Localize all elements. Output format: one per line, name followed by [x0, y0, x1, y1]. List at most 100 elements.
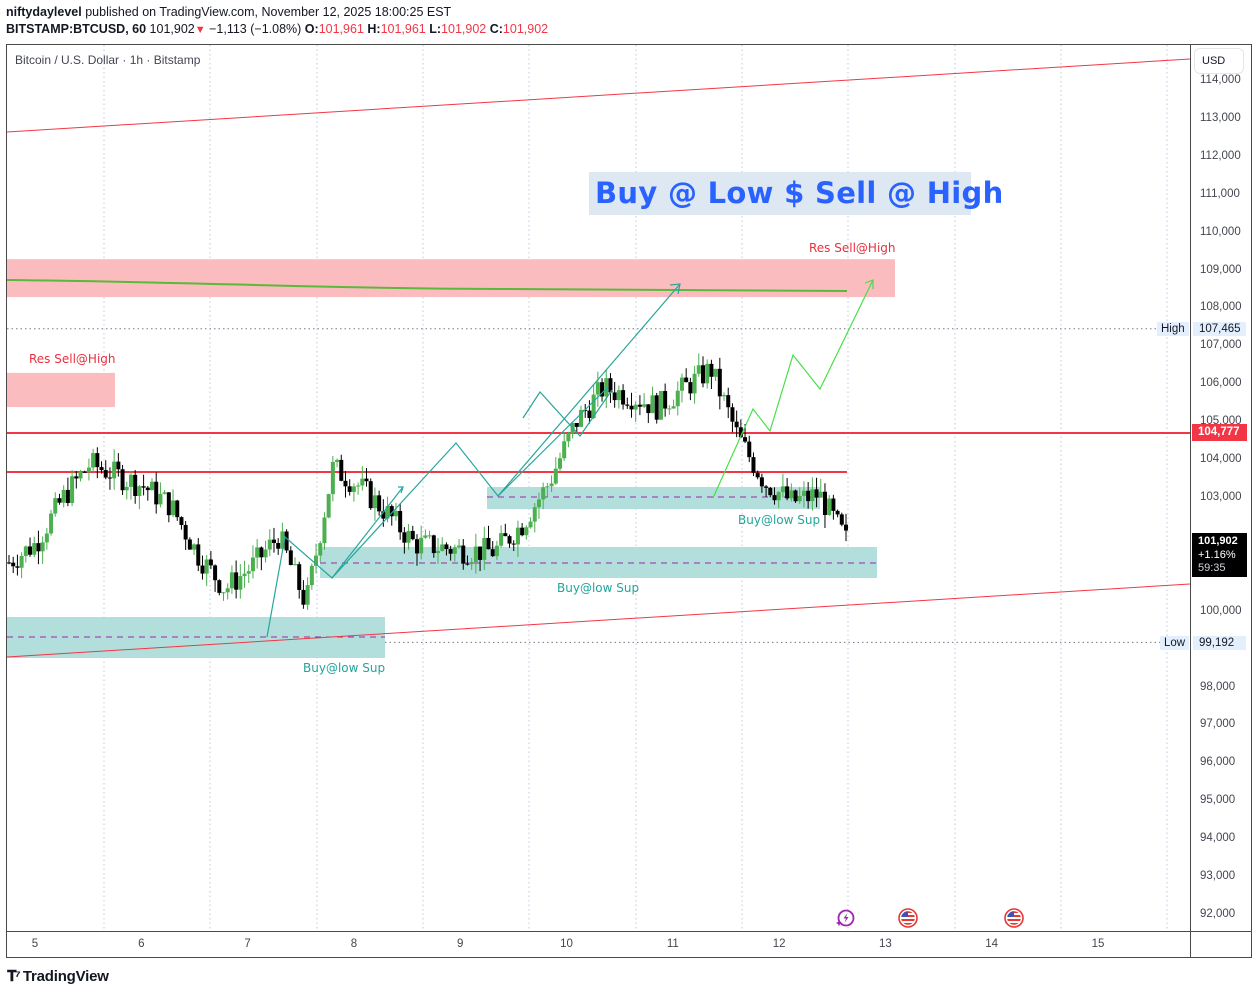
candle-body	[844, 524, 848, 531]
candle-body	[764, 486, 769, 488]
candle-body	[675, 390, 680, 407]
candle-body	[229, 572, 234, 589]
candle-body	[28, 546, 33, 555]
candle-body	[650, 395, 655, 414]
lightning-event-icon[interactable]	[835, 908, 855, 928]
candle-body	[806, 490, 811, 502]
candle-body	[120, 469, 125, 491]
candle-body	[436, 550, 441, 554]
candle-body	[65, 489, 70, 503]
candle-body	[810, 489, 815, 502]
candle-body	[713, 368, 718, 377]
price-tick: 98,000	[1200, 680, 1236, 693]
candle-body	[389, 506, 394, 517]
upper-channel-line[interactable]	[7, 58, 1190, 133]
candle-body	[23, 546, 28, 556]
candle-body	[314, 555, 319, 566]
candle-body	[204, 559, 209, 574]
candle-body	[494, 545, 499, 557]
time-tick: 8	[350, 938, 358, 950]
price-tick: 113,000	[1200, 111, 1241, 124]
candle-body	[688, 382, 693, 394]
candle-body	[616, 390, 621, 401]
candle-body	[818, 491, 823, 498]
time-tick: 11	[666, 938, 679, 950]
candle-body	[225, 588, 230, 593]
candle-body	[162, 492, 167, 494]
candle-body	[158, 493, 163, 505]
candle-body	[499, 533, 504, 546]
publisher-name: niftydaylevel	[6, 5, 82, 19]
time-tick: 9	[456, 938, 464, 950]
candle-body	[574, 422, 579, 427]
candle-body	[423, 535, 428, 538]
candle-body	[351, 486, 356, 492]
us-flag-event-icon[interactable]	[898, 908, 918, 928]
candle-body	[738, 427, 743, 438]
candle-body	[625, 404, 630, 406]
chart-plot-area[interactable]	[7, 45, 1190, 931]
candle-body	[457, 545, 462, 548]
lower-channel-line[interactable]	[7, 583, 1190, 658]
candle-body	[776, 492, 781, 501]
ma-line[interactable]	[7, 279, 848, 292]
res-zone-left[interactable]	[7, 372, 115, 408]
res-left-label[interactable]: Res Sell@High	[29, 352, 116, 366]
candle-body	[360, 478, 365, 486]
candle-body	[330, 461, 335, 495]
candle-body	[768, 487, 773, 496]
candle-body	[44, 533, 49, 543]
sup-left-label[interactable]: Buy@low Sup	[303, 661, 386, 675]
candle-body	[465, 563, 470, 565]
candle-body	[19, 555, 24, 568]
candle-body	[217, 580, 222, 593]
candle-body	[267, 539, 272, 550]
candle-body	[633, 404, 638, 410]
sup-right-label[interactable]: Buy@low Sup	[738, 513, 821, 527]
candle-body	[335, 459, 340, 462]
candle-body	[440, 544, 445, 551]
candle-body	[347, 486, 352, 492]
res-top-label[interactable]: Res Sell@High	[809, 241, 896, 255]
headline-annotation[interactable]: Buy @ Low $ Sell @ High	[589, 172, 1003, 215]
price-tick: 108,000	[1200, 301, 1242, 314]
price-change: −1,113 (−1.08%)	[209, 22, 302, 36]
sup-mid-label[interactable]: Buy@low Sup	[557, 581, 640, 595]
pane-title: Bitcoin / U.S. Dollar · 1h · Bitstamp	[15, 53, 201, 67]
candle-body	[427, 535, 432, 537]
candle-body	[145, 487, 150, 491]
tradingview-logo[interactable]: 𝐓⁷ TradingView	[7, 968, 109, 985]
candlestick-chart[interactable]	[7, 45, 1190, 931]
candle-body	[452, 547, 457, 554]
candle-body	[705, 363, 710, 384]
candle-body	[36, 543, 41, 552]
us-flag-event-icon[interactable]	[1004, 908, 1024, 928]
candle-body	[612, 392, 617, 401]
candle-body	[70, 476, 75, 503]
candle-body	[839, 514, 844, 525]
currency-button[interactable]: USD	[1195, 49, 1243, 73]
candle-body	[621, 390, 626, 405]
path-green	[712, 279, 874, 499]
candle-body	[305, 585, 310, 605]
candle-body	[549, 483, 554, 487]
candle-body	[175, 500, 180, 518]
time-axis-divider	[7, 931, 1252, 932]
candle-body	[579, 409, 584, 427]
candle-body	[726, 395, 731, 408]
candle-body	[734, 421, 739, 428]
time-tick: 6	[138, 938, 145, 950]
candle-body	[15, 566, 20, 568]
candle-body	[759, 477, 764, 487]
candle-body	[566, 433, 571, 442]
price-tick: 92,000	[1200, 908, 1236, 920]
candle-body	[112, 461, 117, 479]
candle-body	[801, 490, 806, 496]
candle-body	[78, 471, 83, 479]
low-value: 101,902	[441, 22, 487, 36]
candle-body	[322, 517, 327, 544]
candle-body	[7, 562, 11, 564]
sup-zone-right[interactable]	[487, 487, 820, 509]
price-tick: 103,000	[1200, 491, 1242, 503]
candle-body	[343, 480, 348, 487]
